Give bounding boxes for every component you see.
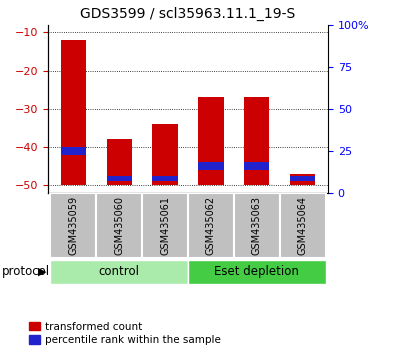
Bar bbox=[50, 193, 96, 258]
Text: control: control bbox=[99, 265, 140, 278]
Bar bbox=[188, 193, 234, 258]
Bar bbox=[244, 162, 270, 170]
Text: GSM435060: GSM435060 bbox=[114, 196, 124, 255]
Bar bbox=[198, 97, 224, 185]
Text: ▶: ▶ bbox=[38, 267, 47, 277]
Bar bbox=[198, 162, 224, 170]
Title: GDS3599 / scl35963.11.1_19-S: GDS3599 / scl35963.11.1_19-S bbox=[80, 7, 296, 21]
Text: GSM435064: GSM435064 bbox=[298, 196, 308, 255]
Bar bbox=[61, 147, 86, 155]
Text: GSM435063: GSM435063 bbox=[252, 196, 262, 255]
Bar bbox=[142, 193, 188, 258]
Bar bbox=[152, 176, 178, 182]
Bar bbox=[50, 260, 188, 284]
Bar bbox=[234, 193, 280, 258]
Bar bbox=[152, 124, 178, 185]
Bar bbox=[61, 40, 86, 185]
Bar bbox=[188, 260, 326, 284]
Bar bbox=[280, 193, 326, 258]
Text: Eset depletion: Eset depletion bbox=[214, 265, 299, 278]
Text: GSM435062: GSM435062 bbox=[206, 196, 216, 255]
Text: protocol: protocol bbox=[2, 266, 50, 278]
Bar bbox=[106, 139, 132, 185]
Bar bbox=[244, 97, 270, 185]
Text: GSM435061: GSM435061 bbox=[160, 196, 170, 255]
Bar bbox=[96, 193, 142, 258]
Bar bbox=[290, 174, 315, 185]
Legend: transformed count, percentile rank within the sample: transformed count, percentile rank withi… bbox=[29, 321, 221, 345]
Bar bbox=[290, 176, 315, 182]
Text: GSM435059: GSM435059 bbox=[68, 196, 78, 255]
Bar bbox=[106, 176, 132, 182]
